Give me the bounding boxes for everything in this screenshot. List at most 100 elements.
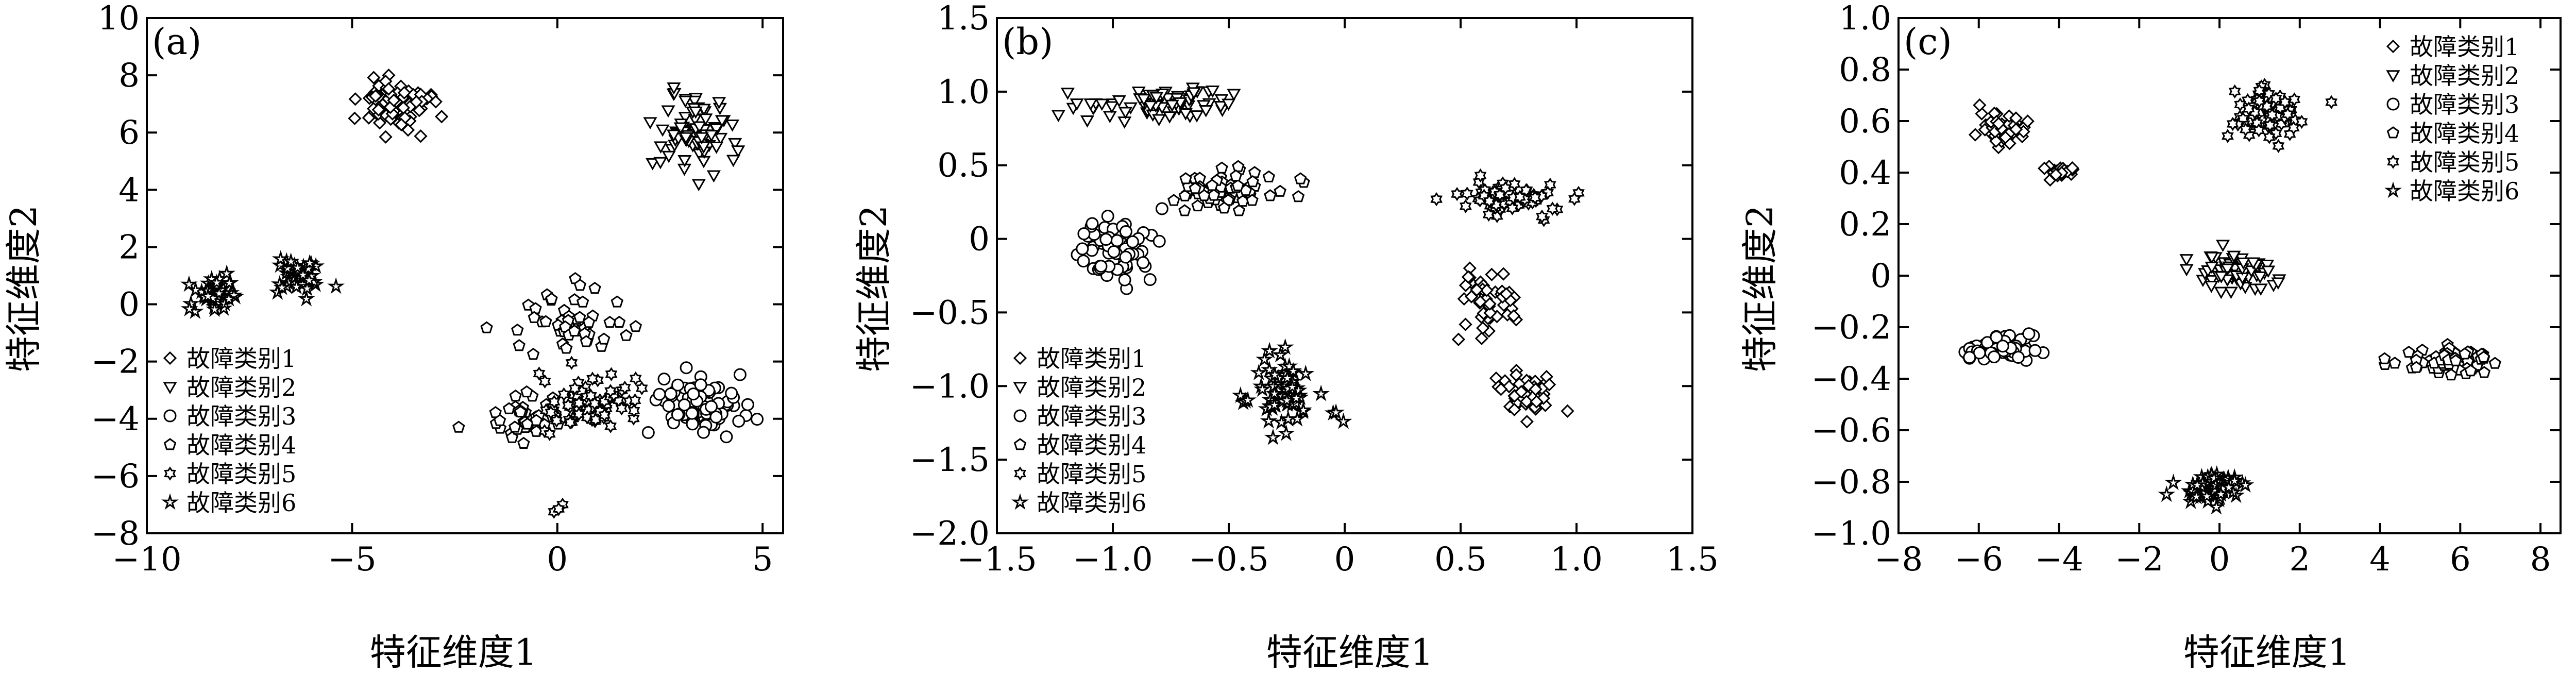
point-4: [1292, 190, 1305, 202]
y-tick-label: −2: [91, 343, 140, 381]
point-2: [731, 145, 745, 158]
point-2: [1199, 105, 1213, 117]
point-4: [1167, 194, 1180, 206]
point-2: [677, 155, 692, 167]
point-2: [2246, 257, 2261, 270]
legend-marker-4: [2386, 126, 2400, 139]
point-2: [1227, 89, 1241, 102]
point-2: [678, 112, 692, 124]
point-4: [1191, 199, 1204, 212]
point-3: [1155, 202, 1168, 215]
point-2: [2214, 271, 2229, 284]
point-1: [1499, 287, 1513, 301]
y-tick-label: 0: [118, 286, 140, 324]
point-5: [1499, 181, 1512, 195]
point-1: [2065, 161, 2079, 175]
point-3: [1101, 210, 1114, 223]
point-4: [2458, 347, 2471, 360]
point-1: [348, 111, 362, 125]
legend-label-1: 故障类别1: [1037, 345, 1146, 373]
point-1: [396, 100, 411, 115]
point-5: [627, 411, 640, 426]
y-tick-label: −1.0: [910, 367, 990, 406]
point-2: [2236, 257, 2251, 270]
point-4: [576, 295, 589, 308]
legend-label-4: 故障类别4: [2410, 120, 2519, 147]
point-4: [514, 405, 527, 417]
point-5: [2228, 84, 2241, 99]
point-6: [2220, 478, 2238, 495]
point-4: [620, 329, 633, 341]
legend-label-2: 故障类别2: [1037, 374, 1146, 401]
point-3: [664, 387, 677, 400]
x-tick-label: −0.5: [1189, 541, 1268, 579]
y-tick-label: −0.8: [1811, 463, 1891, 501]
point-6: [2198, 487, 2216, 504]
point-6: [2188, 476, 2206, 493]
point-6: [1284, 362, 1302, 379]
point-2: [1178, 108, 1193, 121]
point-5: [564, 415, 577, 430]
point-3: [2028, 344, 2042, 357]
point-4: [1262, 170, 1276, 182]
point-6: [272, 250, 290, 267]
point-6: [1272, 346, 1290, 363]
point-5: [2287, 121, 2300, 135]
point-5: [543, 427, 556, 441]
point-3: [1153, 234, 1166, 248]
point-6: [1239, 391, 1257, 408]
y-tick-label: 10: [98, 0, 140, 38]
point-5: [2234, 97, 2246, 112]
point-1: [1989, 134, 2003, 148]
x-tick-label: −8: [1874, 541, 1923, 579]
point-2: [1137, 94, 1151, 107]
point-4: [509, 420, 521, 433]
point-2: [714, 132, 728, 145]
point-3: [1119, 250, 1132, 264]
point-4: [1178, 189, 1192, 201]
point-6: [2158, 485, 2176, 502]
point-4: [502, 402, 516, 414]
point-5: [1451, 187, 1463, 201]
point-1: [2021, 114, 2035, 128]
x-tick-label: 0: [2209, 541, 2230, 579]
point-6: [1327, 403, 1345, 420]
point-6: [2226, 471, 2244, 488]
x-tick-label: −6: [1955, 541, 2003, 579]
point-6: [1256, 350, 1274, 367]
point-6: [218, 264, 236, 281]
x-axis-label-a: 特征维度1: [370, 631, 537, 673]
point-4: [513, 339, 526, 351]
point-4: [2410, 361, 2423, 373]
point-4: [1232, 204, 1246, 216]
point-2: [2204, 280, 2218, 293]
legend-marker-4: [163, 438, 177, 450]
point-2: [2271, 277, 2285, 290]
legend-marker-2: [1013, 382, 1027, 395]
point-5: [2272, 139, 2285, 153]
point-3: [1086, 217, 1099, 230]
y-tick-label: 0.6: [1839, 103, 1891, 141]
point-3: [1143, 273, 1157, 286]
y-axis-label-a: 特征维度2: [3, 205, 45, 373]
legend-label-5: 故障类别5: [187, 460, 296, 488]
point-6: [327, 277, 345, 294]
point-6: [1283, 378, 1301, 395]
y-tick-label: −0.2: [1811, 309, 1891, 347]
point-1: [367, 71, 381, 85]
point-4: [527, 347, 540, 360]
point-1: [368, 89, 383, 103]
point-1: [1451, 332, 1466, 346]
point-6: [1265, 396, 1283, 413]
point-4: [2388, 357, 2401, 369]
point-4: [1248, 166, 1261, 178]
legend-marker-2: [2386, 70, 2400, 83]
point-3: [1137, 256, 1150, 269]
point-6: [301, 254, 319, 271]
legend-marker-5: [1014, 466, 1026, 481]
point-5: [1430, 192, 1443, 207]
point-1: [1497, 267, 1511, 281]
point-1: [362, 111, 376, 125]
point-5: [557, 387, 570, 401]
